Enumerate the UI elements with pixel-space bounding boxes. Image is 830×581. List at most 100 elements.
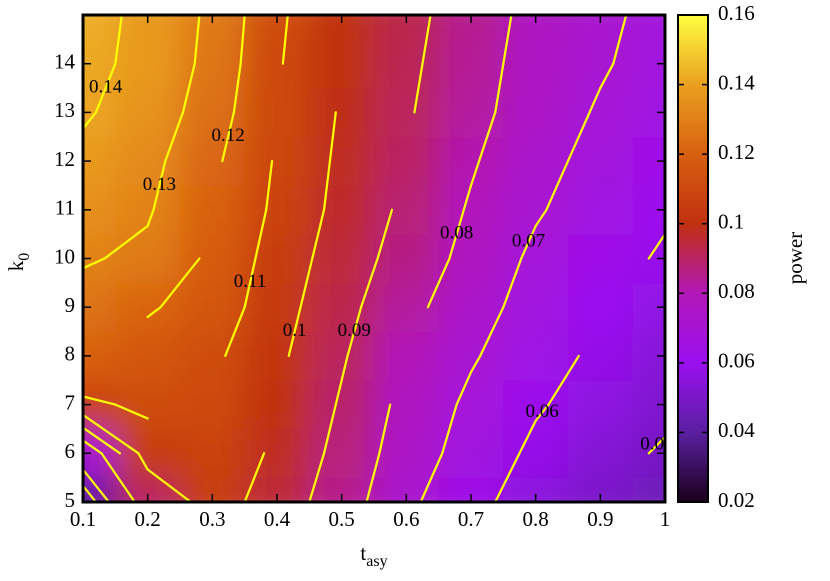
contour-label: 0.14 [89, 76, 123, 97]
contour-line [83, 111, 98, 130]
y-tick-label: 13 [54, 98, 75, 122]
heat-cell [115, 88, 181, 138]
heat-cell [568, 282, 634, 333]
contour-line [83, 439, 103, 455]
contour-line [254, 208, 268, 260]
heat-cell [503, 282, 569, 333]
contour-line [103, 224, 149, 260]
contour-label: 0.13 [143, 174, 176, 195]
colorbar-tick-label: 0.04 [718, 418, 755, 442]
contour-line [421, 15, 432, 65]
contour-line [426, 257, 451, 309]
heat-cell [438, 88, 504, 138]
x-tick-label: 0.4 [264, 507, 291, 531]
contour-line [547, 354, 580, 406]
heat-cell [115, 234, 181, 284]
heat-cell [568, 428, 634, 479]
contour-line [243, 452, 266, 502]
contour-line [494, 452, 521, 502]
heat-cell [309, 331, 375, 381]
contour-label: 0.11 [234, 271, 267, 292]
heat-cell [568, 136, 634, 186]
contour-line [193, 15, 201, 65]
heat-cell [309, 282, 375, 333]
heat-cell [503, 39, 569, 89]
contour-line [469, 160, 481, 187]
contour-line [462, 184, 473, 211]
heat-cell [180, 428, 246, 479]
y-label-sub: 0 [16, 253, 33, 261]
heat-cell [244, 185, 310, 235]
contour-line [566, 111, 591, 163]
heat-cell [309, 136, 375, 186]
colorbar [677, 14, 709, 503]
contour-line [322, 403, 337, 455]
contour-label: 0.07 [512, 231, 545, 252]
heat-cell [374, 282, 440, 333]
contour-line [164, 111, 185, 163]
x-tick-label: 0.7 [458, 507, 484, 531]
contour-line [322, 160, 332, 211]
contour-line [83, 257, 106, 270]
contour-line [588, 86, 602, 114]
x-label: t [360, 541, 366, 565]
heat-cell [438, 136, 504, 186]
heat-cell [309, 39, 375, 89]
heat-cell [180, 380, 246, 430]
heat-cell [503, 428, 569, 479]
heat-cell [438, 39, 504, 89]
contour-line [232, 62, 242, 114]
x-tick-label: 0.5 [329, 507, 355, 531]
contour-line [647, 233, 665, 260]
heat-cell [115, 380, 181, 430]
contour-label: 0.1 [283, 320, 307, 341]
x-tick-label: 0.8 [523, 507, 549, 531]
heat-cell [309, 234, 375, 284]
contour-line [378, 403, 392, 455]
contour-line [419, 452, 444, 502]
contour-line [599, 62, 615, 90]
contour-line [181, 62, 196, 114]
heat-cell [244, 136, 310, 186]
heat-cell [244, 282, 310, 333]
contour-line [146, 468, 192, 502]
colorbar-tick-label: 0.08 [718, 279, 755, 303]
heat-cell [83, 15, 116, 40]
heat-cell [374, 428, 440, 479]
colorbar-label: power [783, 232, 807, 284]
heat-cell [244, 380, 310, 430]
heat-cell [438, 380, 504, 430]
colorbar-tick-label: 0.02 [718, 488, 755, 512]
contour-line [502, 257, 523, 309]
heat-cell [568, 88, 634, 138]
contour-line [545, 160, 570, 211]
heat-cell [503, 88, 569, 138]
colorbar-tick-label: 0.12 [718, 140, 755, 164]
contour-line [365, 452, 381, 502]
heat-cell [568, 234, 634, 284]
heat-cell [180, 282, 246, 333]
contour-line [83, 468, 110, 502]
contour-line [441, 403, 458, 455]
contour-label: 0.09 [338, 320, 371, 341]
contours: 0.05 0.06 0.07 0.08 0.09 0.1 0.11 0.12 0.13 0.14 [83, 15, 673, 502]
contour-line [376, 208, 394, 260]
heatmap [83, 15, 665, 502]
contour-line [265, 160, 274, 211]
contour-line [83, 395, 117, 406]
heat-cell [374, 88, 440, 138]
contour-line [221, 111, 235, 163]
contour-label: 0.05 [640, 434, 673, 455]
y-tick-label: 7 [65, 390, 76, 414]
contour-line [534, 208, 548, 228]
heat-cell [115, 39, 181, 89]
contour-line [534, 403, 550, 422]
contour-line [520, 224, 537, 260]
heat-cell [180, 136, 246, 186]
colorbar-tick-label: 0.16 [718, 1, 755, 25]
y-tick-label: 5 [65, 488, 76, 512]
contour-line [308, 452, 326, 502]
heat-cell [244, 428, 310, 479]
y-tick-label: 6 [65, 439, 76, 463]
heat-cell [374, 331, 440, 381]
